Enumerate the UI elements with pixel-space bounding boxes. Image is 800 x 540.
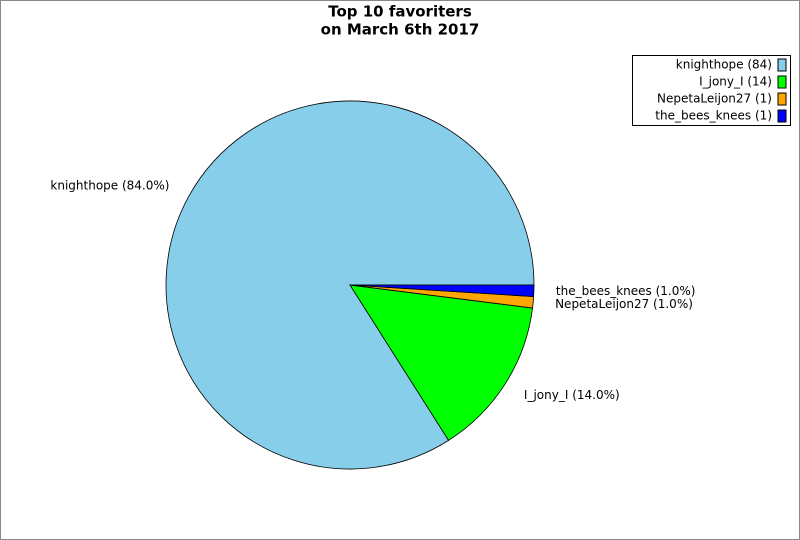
legend-swatch [777, 92, 787, 106]
chart-subtitle: on March 6th 2017 [321, 21, 480, 39]
legend: knighthope (84) I_jony_I (14) NepetaLeijon… [632, 55, 791, 126]
slice-label: the_bees_knees (1.0%) [556, 284, 696, 298]
pie-slice [349, 284, 533, 441]
slice-label: knighthope (84.0%) [50, 178, 169, 192]
slice-label: I_jony_I (14.0%) [524, 388, 620, 402]
legend-label: the_bees_knees (1) [655, 109, 772, 123]
legend-label: I_jony_I (14) [699, 75, 772, 89]
legend-label: knighthope (84) [676, 58, 772, 72]
legend-label: NepetaLeijon27 (1) [657, 92, 772, 106]
slice-label: NepetaLeijon27 (1.0%) [555, 297, 693, 311]
legend-box [632, 55, 791, 126]
pie-slice [349, 284, 535, 297]
legend-swatch [777, 58, 787, 72]
legend-swatch [777, 75, 787, 89]
legend-swatch [777, 109, 787, 123]
chart-title: Top 10 favoriters [328, 3, 472, 21]
